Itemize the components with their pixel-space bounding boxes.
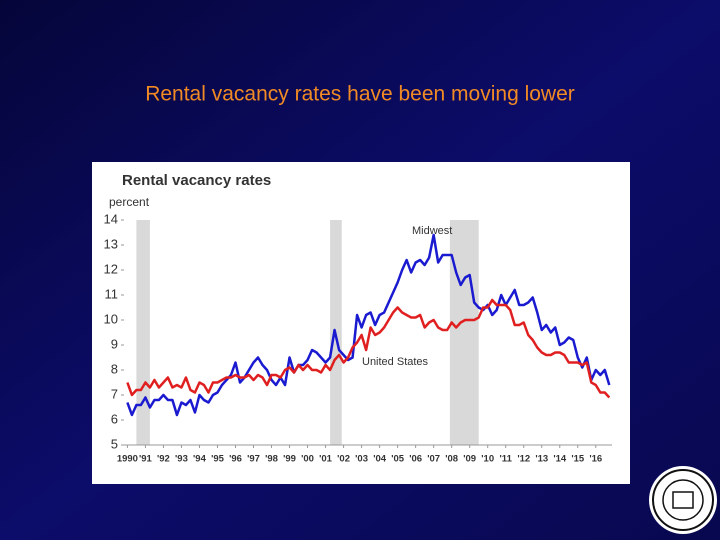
x-tick-label: '94 bbox=[193, 454, 207, 465]
seal-emblem bbox=[672, 491, 694, 509]
x-tick-label: '10 bbox=[481, 454, 494, 465]
seal-outer bbox=[649, 466, 717, 534]
x-tick-label: '04 bbox=[373, 454, 387, 465]
x-tick-label: '08 bbox=[445, 454, 458, 465]
series-label: Midwest bbox=[412, 225, 452, 237]
x-tick-label: '93 bbox=[175, 454, 188, 465]
x-tick-label: '14 bbox=[553, 454, 567, 465]
x-tick-label: '91 bbox=[139, 454, 153, 465]
x-tick-label: 1990 bbox=[117, 454, 138, 465]
x-tick-label: '03 bbox=[355, 454, 368, 465]
seal-ring bbox=[652, 469, 714, 531]
y-tick-label: 14 bbox=[104, 211, 118, 226]
series-label: United States bbox=[362, 356, 429, 368]
x-tick-label: '09 bbox=[463, 454, 476, 465]
x-tick-label: '99 bbox=[283, 454, 296, 465]
x-tick-label: '01 bbox=[319, 454, 333, 465]
x-tick-label: '98 bbox=[265, 454, 278, 465]
y-tick-label: 12 bbox=[104, 261, 118, 276]
seal bbox=[649, 466, 717, 534]
x-tick-label: '96 bbox=[229, 454, 242, 465]
x-tick-label: '95 bbox=[211, 454, 225, 465]
x-tick-label: '05 bbox=[391, 454, 405, 465]
y-tick-label: 11 bbox=[105, 286, 119, 301]
x-tick-label: '06 bbox=[409, 454, 422, 465]
y-tick-label: 10 bbox=[104, 311, 118, 326]
x-tick-label: '02 bbox=[337, 454, 350, 465]
x-tick-label: '92 bbox=[157, 454, 170, 465]
x-tick-label: '15 bbox=[571, 454, 585, 465]
series-line bbox=[126, 233, 611, 417]
slide-title: Rental vacancy rates have been moving lo… bbox=[145, 83, 575, 106]
chart-title: Rental vacancy rates bbox=[122, 172, 271, 189]
y-axis-label: percent bbox=[109, 195, 150, 209]
seal-inner bbox=[662, 479, 704, 521]
y-tick-label: 13 bbox=[104, 236, 118, 251]
x-tick-label: '13 bbox=[535, 454, 548, 465]
x-tick-label: '07 bbox=[427, 454, 440, 465]
x-tick-label: '12 bbox=[517, 454, 530, 465]
recession-band bbox=[136, 220, 150, 445]
y-tick-label: 9 bbox=[111, 336, 118, 351]
y-tick-label: 5 bbox=[111, 436, 118, 451]
y-tick-label: 8 bbox=[111, 361, 118, 376]
series-line bbox=[126, 298, 611, 399]
y-tick-label: 6 bbox=[111, 411, 118, 426]
recession-band bbox=[449, 220, 479, 445]
x-tick-label: '00 bbox=[301, 454, 314, 465]
x-tick-label: '11 bbox=[500, 454, 513, 465]
x-tick-label: '97 bbox=[247, 454, 260, 465]
y-tick-label: 7 bbox=[111, 386, 118, 401]
x-tick-label: '16 bbox=[589, 454, 602, 465]
